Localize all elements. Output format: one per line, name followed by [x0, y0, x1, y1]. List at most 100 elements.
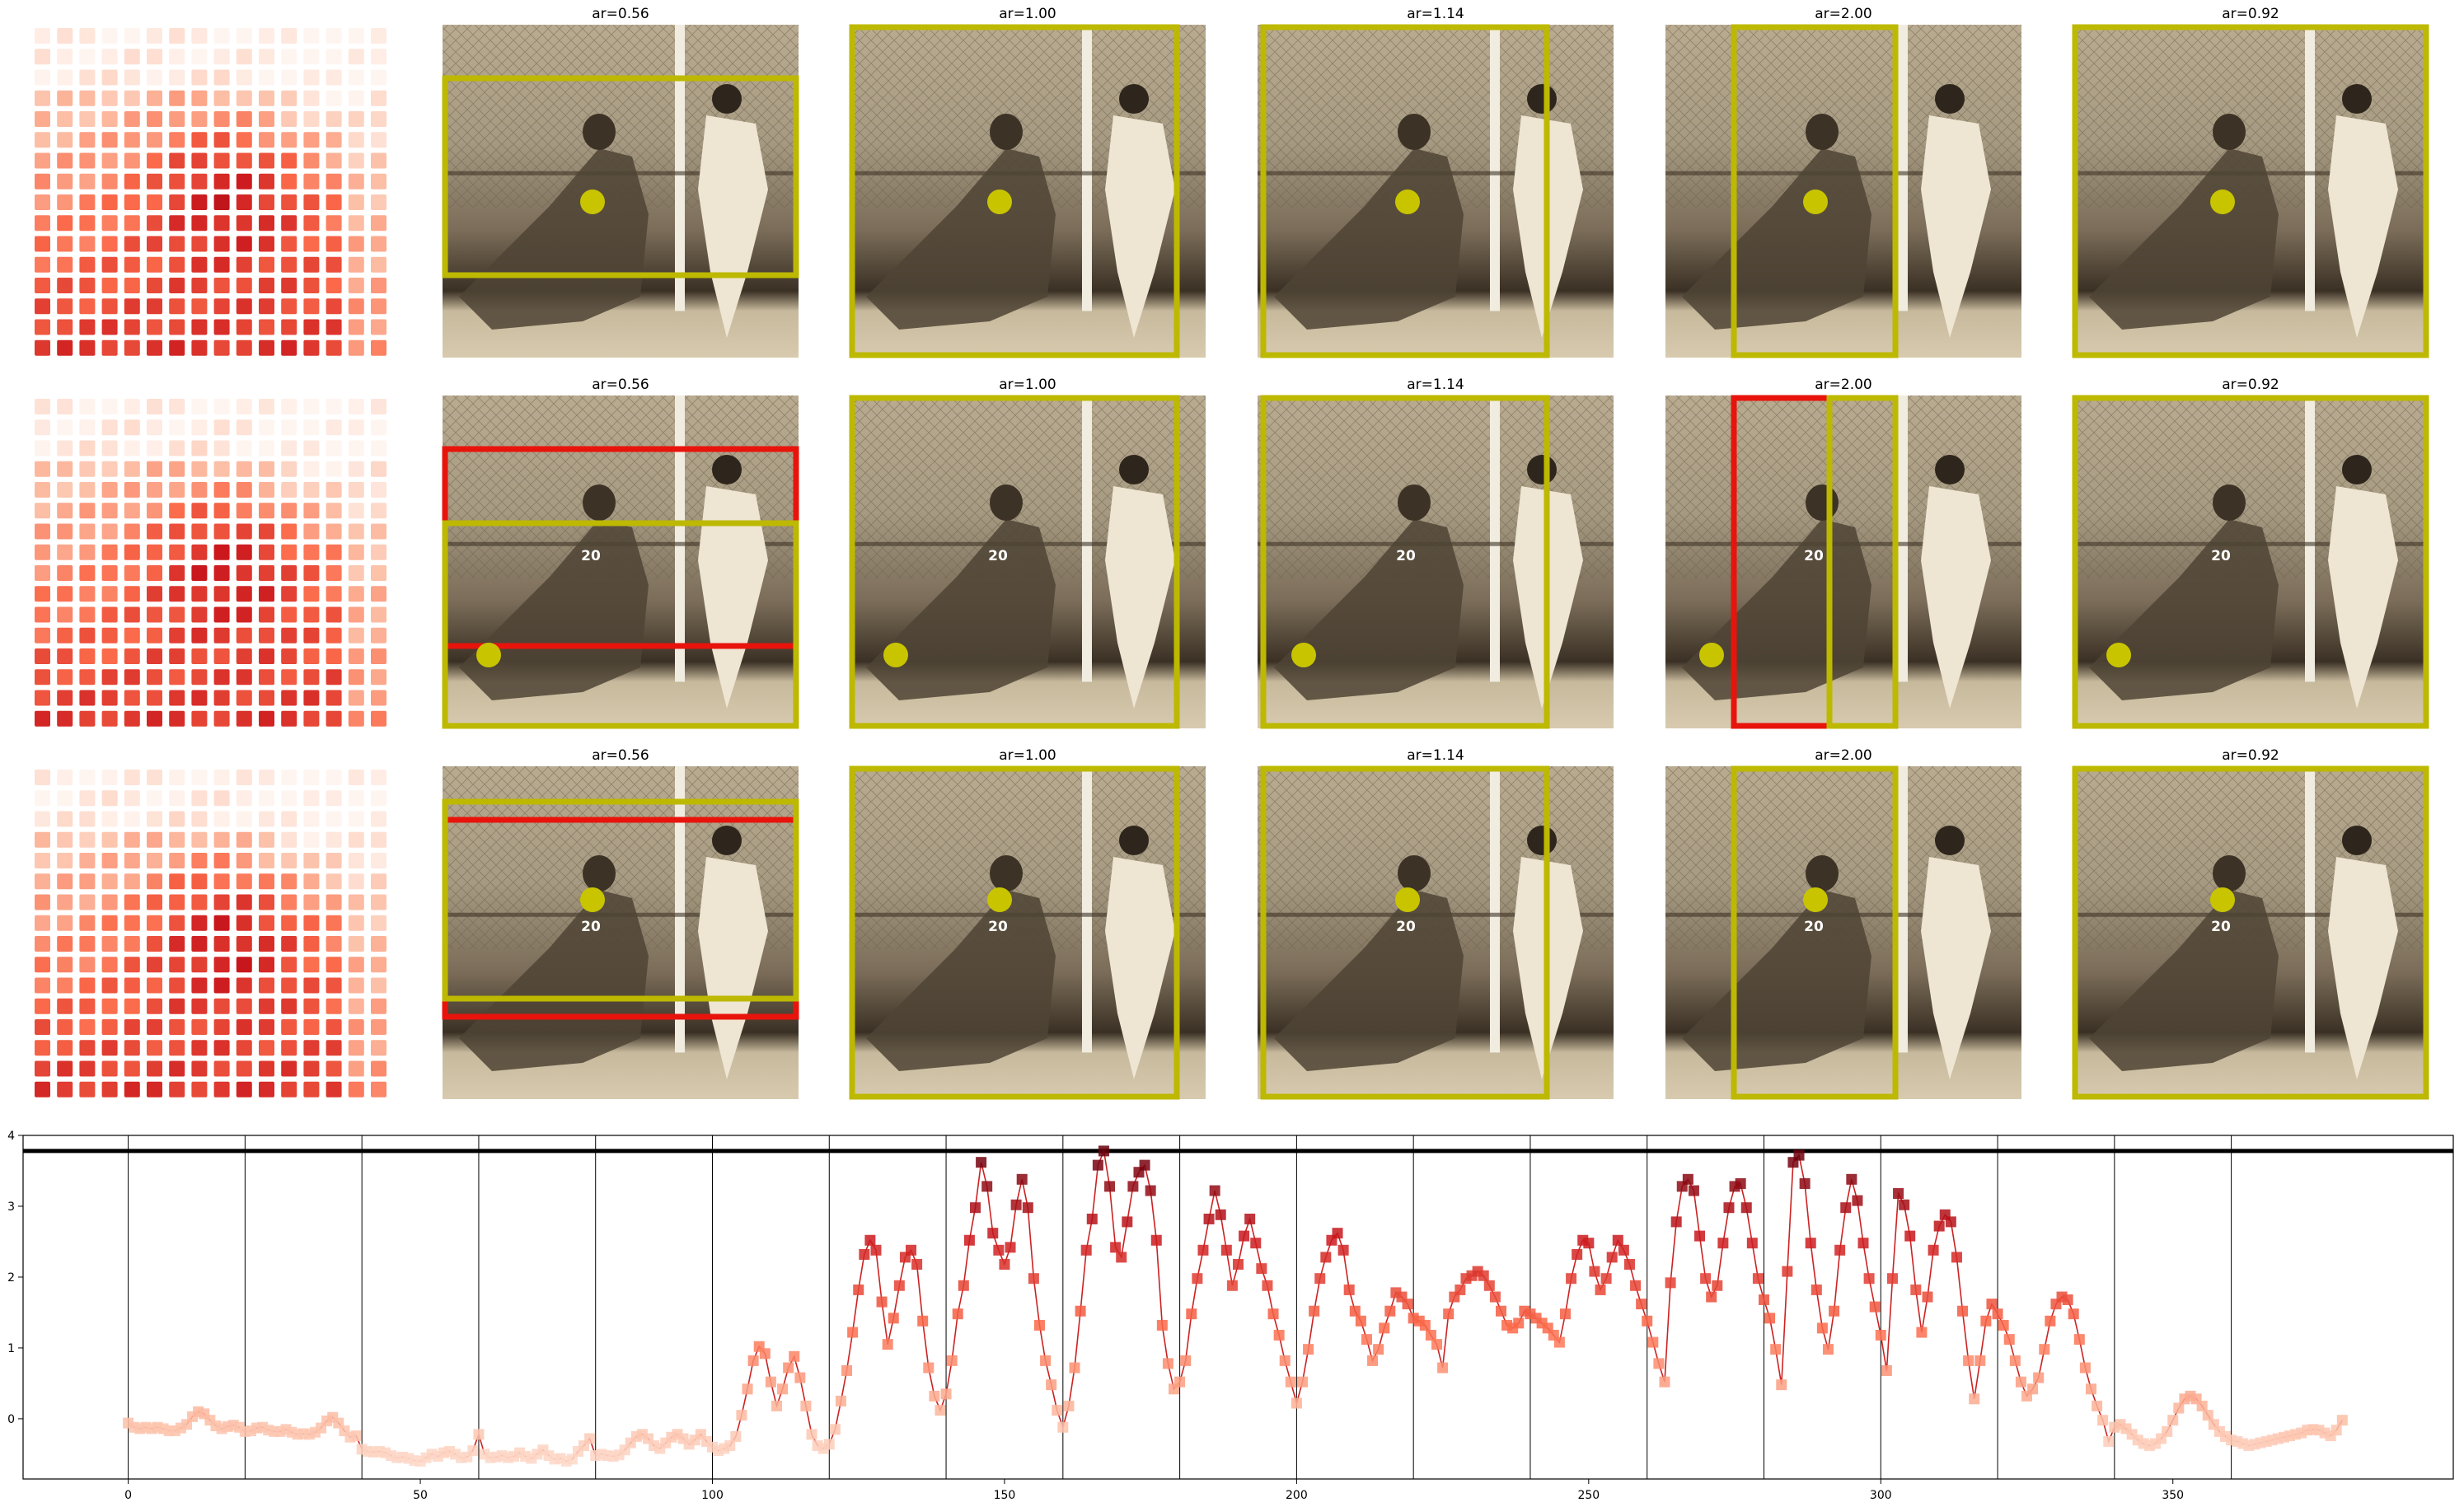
heatmap-cell — [57, 298, 73, 315]
goal-post — [2305, 395, 2315, 682]
heatmap-cell — [371, 298, 386, 315]
heatmap-cell — [169, 669, 185, 686]
heatmap-cell — [147, 49, 162, 65]
heatmap-cell — [191, 49, 208, 65]
heatmap-cell — [281, 256, 297, 273]
thumbnail-panel: ar=0.92 — [2072, 6, 2429, 358]
data-point — [1192, 1273, 1203, 1285]
heatmap-cell — [348, 523, 364, 540]
data-point — [1156, 1319, 1168, 1331]
heatmap-cell — [236, 482, 252, 498]
heatmap-cell — [79, 298, 96, 315]
data-point — [2027, 1383, 2039, 1395]
heatmap-cell — [281, 194, 297, 210]
heatmap-cell — [147, 936, 162, 952]
heatmap-cell — [147, 627, 162, 644]
heatmap-cell — [57, 440, 73, 456]
thumbnail-panel: ar=0.56 — [442, 6, 799, 358]
data-point — [1846, 1173, 1857, 1185]
heatmap-cell — [371, 936, 386, 952]
heatmap-cell — [326, 523, 342, 540]
heatmap-cell — [191, 482, 208, 498]
heatmap-cell — [326, 977, 342, 994]
data-point — [841, 1364, 853, 1376]
data-point — [1916, 1327, 1928, 1338]
heatmap-cell — [303, 873, 320, 890]
thumbnail-panel: ar=1.00 — [849, 6, 1206, 358]
attacker-head — [1119, 826, 1149, 855]
heatmap-cell — [236, 977, 252, 994]
crop-box — [1260, 24, 1550, 358]
data-point — [1899, 1199, 1910, 1210]
data-point — [1215, 1209, 1226, 1220]
heatmap-cell — [79, 648, 96, 664]
heatmap-cell — [35, 565, 50, 581]
data-point — [1092, 1159, 1103, 1171]
heatmap-cell — [101, 194, 118, 210]
saliency-dot — [1803, 887, 1828, 912]
data-point — [969, 1202, 981, 1214]
data-point — [1700, 1273, 1712, 1285]
heatmap-cell — [326, 111, 342, 127]
heatmap-cell — [57, 28, 73, 44]
heatmap-cell — [326, 419, 342, 436]
data-point — [1998, 1319, 2009, 1331]
data-point — [1314, 1273, 1326, 1285]
data-point — [1852, 1195, 1863, 1206]
heatmap-cell — [35, 298, 50, 315]
data-point — [1402, 1299, 1413, 1310]
heatmap-cell — [79, 523, 96, 540]
data-point — [1367, 1355, 1379, 1366]
heatmap-cell — [213, 503, 230, 519]
heatmap-cell — [169, 111, 185, 127]
heatmap-cell — [303, 298, 320, 315]
data-point — [1642, 1315, 1653, 1327]
data-point — [929, 1390, 940, 1402]
heatmap-cell — [371, 998, 386, 1014]
heatmap-cell — [169, 690, 185, 706]
heatmap-cell — [147, 690, 162, 706]
heatmap-cell — [124, 998, 140, 1014]
heatmap-cell — [348, 811, 364, 827]
goal-post — [2305, 766, 2315, 1053]
data-point — [1612, 1234, 1623, 1246]
thumbnail-panel: ar=1.00 20 — [849, 377, 1206, 729]
data-point — [1110, 1242, 1122, 1253]
thumbnail-panel: ar=2.00 20 — [1665, 377, 2021, 729]
heatmap-cell — [371, 690, 386, 706]
heatmap-cell — [101, 152, 118, 169]
heatmap-cell — [79, 831, 96, 848]
heatmap-cell — [303, 399, 320, 414]
heatmap-cell — [191, 278, 208, 293]
heatmap-cell — [35, 853, 50, 868]
data-point — [1256, 1263, 1267, 1275]
heatmap-cell — [79, 1060, 96, 1077]
goalkeeper — [459, 890, 649, 1071]
heatmap-cell — [303, 49, 320, 65]
heatmap-cell — [57, 49, 73, 65]
data-point — [1197, 1244, 1209, 1256]
heatmap-cell — [169, 256, 185, 273]
heatmap-cell — [236, 1060, 252, 1077]
heatmap-cell — [303, 853, 320, 868]
heatmap-cell — [259, 790, 274, 807]
heatmap-cell — [371, 544, 386, 560]
attacker — [698, 115, 768, 338]
heatmap-cell — [303, 710, 320, 727]
data-point — [1005, 1242, 1016, 1253]
data-point — [829, 1424, 841, 1435]
heatmap-cell — [147, 1019, 162, 1035]
heatmap-cell — [169, 936, 185, 952]
heatmap-cell — [326, 399, 342, 414]
heatmap-cell — [101, 523, 118, 540]
heatmap-cell — [213, 236, 230, 252]
heatmap-cell — [101, 998, 118, 1014]
heatmap-cell — [303, 440, 320, 456]
data-point — [999, 1258, 1010, 1270]
heatmap-cell — [35, 419, 50, 436]
heatmap-cell — [348, 152, 364, 169]
heatmap-cell — [236, 669, 252, 686]
heatmap-cell — [57, 399, 73, 414]
heatmap-cell — [303, 1060, 320, 1077]
heatmap-cell — [169, 173, 185, 190]
